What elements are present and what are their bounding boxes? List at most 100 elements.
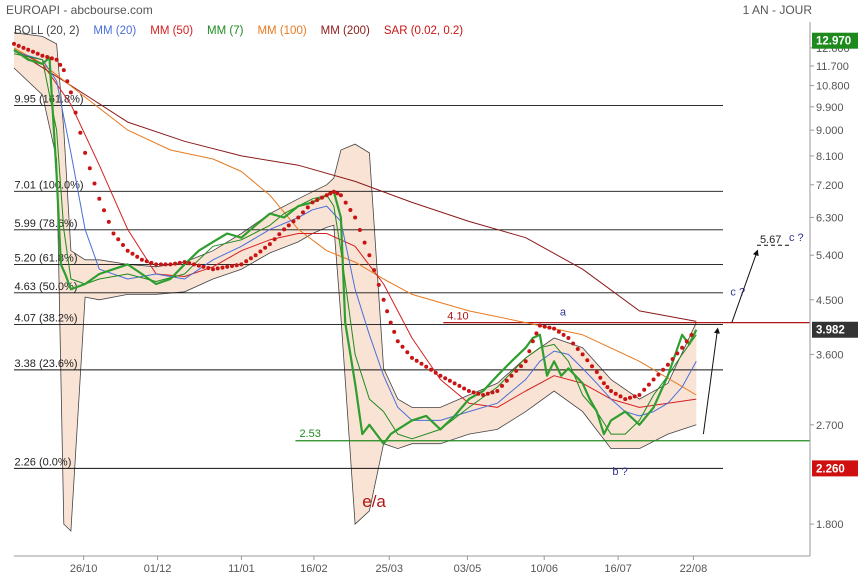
y-tick-label: 8.100 [816,151,844,163]
price-line [13,48,698,445]
y-tick-label: 6.300 [816,212,844,224]
sar-point [102,208,106,213]
price-badge [812,460,858,477]
sar-point [471,390,476,395]
sar-point [500,383,504,388]
fib-level-label: 7.01 (100.0%) [15,179,84,191]
sar-point [362,240,367,245]
sar-point [16,43,21,48]
sar-point [443,376,448,381]
y-tick-label: 10.800 [816,81,850,93]
bollinger-lower-line [13,67,697,532]
sar-point [324,193,329,198]
sar-point [689,333,694,337]
sar-point [286,223,291,228]
sar-point [106,219,111,224]
y-tick-label: 3.600 [816,349,844,361]
sar-point [628,395,632,400]
sar-point [135,254,140,259]
fib-level-label: 4.63 (50.0%) [15,281,78,293]
target-annotation: c ? [789,232,804,244]
y-tick-label: 11.700 [816,61,849,73]
sar-point [651,377,656,382]
sar-point [530,339,535,344]
y-tick-label: 5.400 [816,250,844,262]
x-tick-label: 03/05 [454,563,482,575]
fib-level-label: 3.38 (23.6%) [15,358,78,370]
sar-point [534,331,539,336]
sar-point [590,364,594,369]
sar-point [372,268,377,273]
sar-point [447,378,452,383]
sar-point [92,181,97,186]
sar-point [367,253,372,258]
sar-point [248,256,253,261]
chart-annotation: b ? [612,466,627,478]
projection-arrow [702,327,720,435]
sar-point [144,259,149,264]
legend-item: MM (100) [257,25,307,37]
sar-point [490,390,495,395]
sar-point [523,359,528,364]
sar-point [163,262,168,267]
sar-point [385,309,390,314]
bollinger-upper-line [13,32,697,408]
chart-series [12,41,698,445]
sar-point [514,368,519,373]
sar-point [637,393,642,397]
sar-point [613,391,618,396]
sar-point [234,263,239,268]
x-tick-label: 25/03 [375,563,403,575]
sar-point [310,200,315,205]
x-tick-label: 01/12 [144,563,172,575]
sar-point [542,324,547,329]
sar-point [49,56,54,61]
sar-point [158,262,163,267]
sar-point [601,381,606,386]
sar-point [632,394,637,399]
sar-point [239,262,244,267]
bollinger-fill [14,32,697,531]
y-tick-label: 1.800 [816,519,844,531]
period-label: 1 AN - JOUR [742,3,812,17]
sar-point [605,385,610,390]
sar-point [116,237,121,242]
sar-point [149,260,154,265]
sar-point [282,227,287,232]
sar-point [173,261,178,266]
moving-average-line [13,49,697,322]
sar-point [187,261,192,266]
sar-point [646,382,651,387]
y-tick-label: 4.500 [816,295,844,307]
sar-point [495,389,500,393]
x-tick-label: 10/06 [530,563,558,575]
sar-point [31,49,35,54]
sar-point [547,325,552,330]
sar-point [357,228,362,232]
price-badge-label: 2.260 [816,463,845,475]
sar-point [388,320,393,325]
moving-average-line [13,53,697,440]
x-tick-label: 16/07 [604,563,632,575]
sar-point [83,150,88,155]
sar-point [410,355,414,360]
sar-point [154,262,159,267]
sar-point [556,329,561,334]
sar-point [277,232,282,237]
sar-point [65,79,70,84]
sar-point [125,248,130,253]
sar-point [381,297,386,302]
sar-point [598,375,603,380]
sar-point [291,219,296,224]
sar-point [675,351,680,356]
sar-point [196,263,201,268]
chart-title: EUROAPI - abcbourse.com [6,3,153,17]
sar-point [642,387,647,392]
fib-level-label: 2.26 (0.0%) [15,456,72,468]
sar-point [433,370,438,375]
sar-point [328,191,333,196]
sar-point [462,386,467,391]
sar-point [73,110,78,115]
sar-point [376,282,381,287]
